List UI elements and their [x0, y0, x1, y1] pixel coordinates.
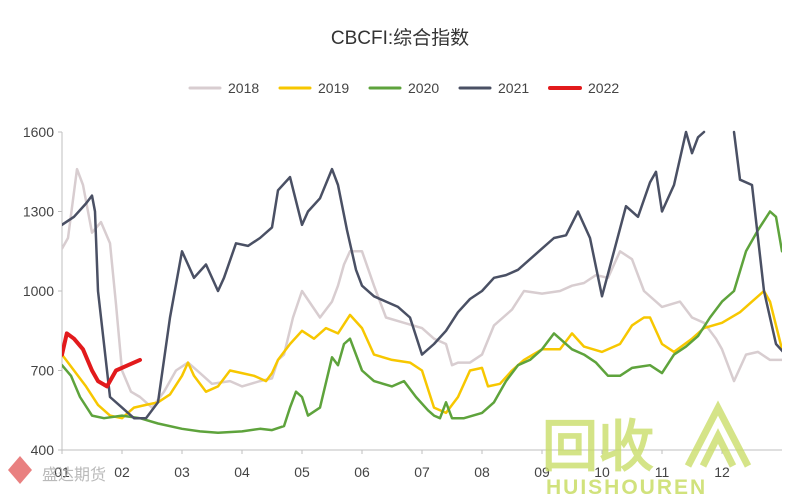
y-tick-label: 400 [31, 442, 55, 458]
legend-label-2020: 2020 [408, 80, 439, 96]
series-line-2021 [62, 130, 782, 420]
plot-area [62, 130, 782, 435]
legend: 2018 2019 2020 2021 2022 [188, 80, 619, 96]
series-line-2020 [62, 210, 782, 435]
series-line-2019 [62, 289, 782, 420]
x-tick-label: 08 [474, 464, 490, 480]
legend-label-2022: 2022 [588, 80, 619, 96]
y-tick-label: 1300 [23, 204, 54, 220]
logo-icon [8, 456, 32, 484]
x-tick-label: 11 [655, 464, 670, 480]
y-tick-label: 1000 [23, 283, 54, 299]
series-line-2018 [62, 167, 782, 409]
watermark-en-text: HUISHOUREN [546, 476, 707, 499]
legend-label-2019: 2019 [318, 80, 349, 96]
chart-title: CBCFI:综合指数 [331, 27, 469, 49]
x-tick-label: 01 [54, 464, 70, 480]
legend-label-2018: 2018 [228, 80, 259, 96]
x-tick-label: 09 [534, 464, 550, 480]
x-tick-label: 06 [354, 464, 370, 480]
y-tick-label: 700 [31, 363, 55, 379]
y-tick-label: 1600 [23, 124, 54, 140]
watermark-cn-text: 回收 [542, 415, 654, 478]
x-tick-label: 04 [234, 464, 250, 480]
x-tick-label: 12 [714, 464, 730, 480]
legend-label-2021: 2021 [498, 80, 529, 96]
x-tick-label: 10 [594, 464, 610, 480]
x-tick-label: 02 [114, 464, 130, 480]
series-line-2022 [62, 331, 142, 389]
axes: 400 700 1000 1300 1600 01 02 03 04 05 06 07 08 09 10 11… [23, 124, 782, 480]
watermark-logo-text: 盛达期货 [42, 466, 106, 484]
x-tick-label: 05 [294, 464, 310, 480]
x-tick-label: 07 [414, 464, 430, 480]
watermark-logo-icon [684, 400, 752, 468]
x-tick-label: 03 [174, 464, 190, 480]
